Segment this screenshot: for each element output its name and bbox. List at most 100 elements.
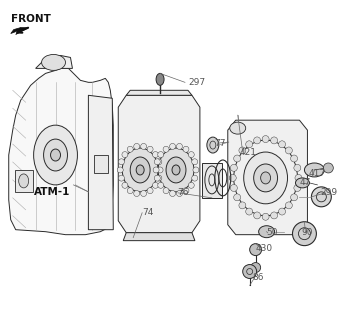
Ellipse shape: [261, 172, 270, 184]
Ellipse shape: [122, 152, 128, 157]
Ellipse shape: [41, 54, 65, 70]
Polygon shape: [36, 55, 73, 68]
Ellipse shape: [154, 175, 160, 181]
Polygon shape: [88, 95, 113, 230]
Ellipse shape: [157, 167, 163, 173]
Ellipse shape: [141, 190, 147, 196]
Ellipse shape: [154, 159, 160, 165]
Ellipse shape: [127, 146, 133, 152]
Text: 417: 417: [309, 169, 326, 179]
Ellipse shape: [122, 182, 128, 188]
Ellipse shape: [323, 163, 333, 173]
Ellipse shape: [119, 159, 125, 165]
Ellipse shape: [262, 213, 269, 220]
Ellipse shape: [136, 165, 144, 175]
Ellipse shape: [239, 147, 246, 154]
Polygon shape: [123, 233, 195, 241]
Text: 86: 86: [252, 273, 263, 282]
Ellipse shape: [130, 157, 150, 183]
Ellipse shape: [117, 167, 123, 173]
Ellipse shape: [230, 122, 246, 134]
Ellipse shape: [285, 202, 292, 209]
Bar: [202, 163, 222, 198]
Ellipse shape: [230, 164, 238, 171]
Ellipse shape: [156, 159, 162, 165]
Bar: [15, 170, 33, 192]
Ellipse shape: [119, 175, 125, 181]
Ellipse shape: [253, 212, 261, 219]
Text: 421: 421: [239, 148, 256, 156]
Ellipse shape: [270, 212, 278, 219]
Ellipse shape: [251, 262, 261, 273]
Ellipse shape: [188, 152, 194, 157]
Ellipse shape: [153, 167, 159, 173]
Ellipse shape: [279, 208, 286, 215]
Ellipse shape: [246, 141, 253, 148]
Text: 77: 77: [214, 139, 225, 148]
Ellipse shape: [296, 178, 309, 188]
Ellipse shape: [134, 143, 140, 149]
Text: 50: 50: [266, 228, 277, 237]
Text: 74: 74: [142, 208, 154, 217]
Ellipse shape: [291, 194, 298, 201]
Ellipse shape: [34, 125, 78, 185]
Ellipse shape: [234, 194, 241, 201]
Ellipse shape: [262, 136, 269, 143]
Ellipse shape: [294, 164, 301, 171]
Ellipse shape: [166, 157, 186, 183]
Bar: [95, 155, 108, 173]
Ellipse shape: [312, 187, 331, 207]
Ellipse shape: [207, 137, 219, 153]
Ellipse shape: [243, 265, 257, 278]
Ellipse shape: [244, 152, 287, 204]
Ellipse shape: [127, 188, 133, 194]
Ellipse shape: [153, 152, 158, 157]
Ellipse shape: [156, 73, 164, 85]
Ellipse shape: [193, 167, 199, 173]
Ellipse shape: [163, 188, 169, 194]
Text: 90: 90: [302, 228, 313, 237]
Ellipse shape: [304, 163, 324, 177]
Ellipse shape: [254, 164, 278, 192]
Text: FRONT: FRONT: [11, 14, 51, 24]
Ellipse shape: [122, 148, 158, 192]
Ellipse shape: [44, 139, 68, 171]
Ellipse shape: [259, 226, 275, 238]
Ellipse shape: [291, 155, 298, 162]
Text: ATM-1: ATM-1: [34, 187, 71, 197]
Ellipse shape: [192, 159, 198, 165]
Ellipse shape: [177, 143, 182, 149]
Polygon shape: [11, 28, 29, 35]
Ellipse shape: [183, 188, 189, 194]
Ellipse shape: [170, 143, 176, 149]
Ellipse shape: [170, 190, 176, 196]
Ellipse shape: [250, 244, 262, 256]
Ellipse shape: [51, 149, 61, 161]
Text: 297: 297: [188, 78, 205, 87]
Ellipse shape: [285, 147, 292, 154]
Text: 299: 299: [321, 188, 338, 197]
Ellipse shape: [153, 182, 158, 188]
Ellipse shape: [158, 148, 194, 192]
Ellipse shape: [230, 185, 238, 191]
Ellipse shape: [158, 182, 164, 188]
Text: 76: 76: [177, 188, 189, 197]
Ellipse shape: [183, 146, 189, 152]
Ellipse shape: [19, 174, 29, 188]
Ellipse shape: [163, 146, 169, 152]
Text: 430: 430: [256, 244, 273, 253]
Ellipse shape: [188, 182, 194, 188]
Ellipse shape: [229, 174, 236, 181]
Polygon shape: [126, 90, 192, 95]
Ellipse shape: [292, 222, 316, 246]
Ellipse shape: [177, 190, 182, 196]
Polygon shape: [118, 95, 200, 233]
Ellipse shape: [134, 190, 140, 196]
Ellipse shape: [192, 175, 198, 181]
Ellipse shape: [295, 174, 302, 181]
Ellipse shape: [279, 141, 286, 148]
Ellipse shape: [147, 146, 153, 152]
Ellipse shape: [156, 175, 162, 181]
Ellipse shape: [239, 202, 246, 209]
Text: 47: 47: [300, 179, 311, 188]
